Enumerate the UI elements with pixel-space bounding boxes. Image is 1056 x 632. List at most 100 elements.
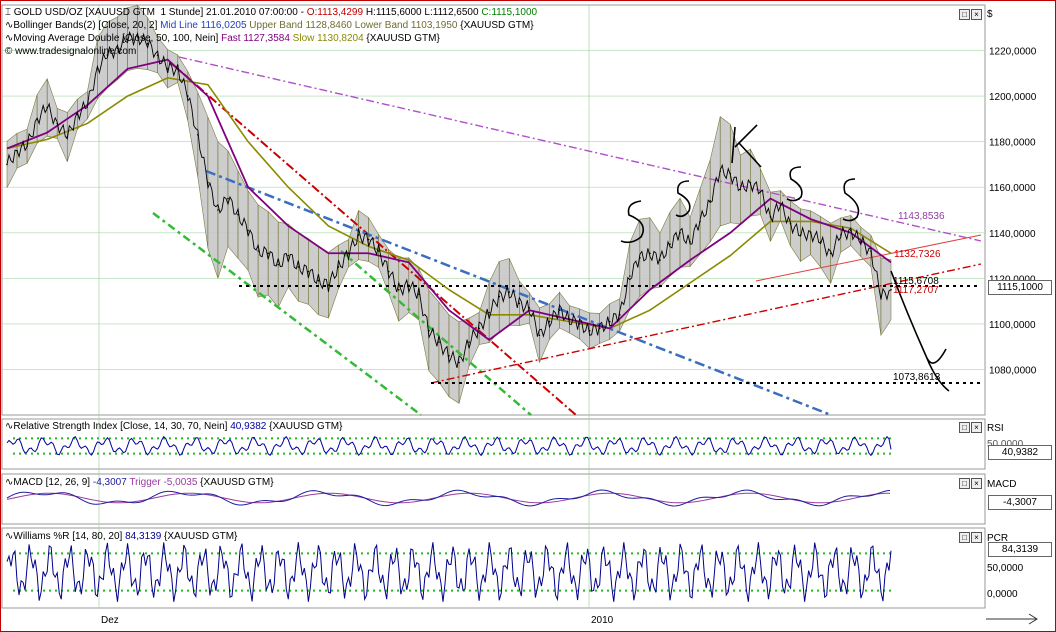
macd-close-button[interactable]: × <box>971 478 982 489</box>
price-point <box>448 354 450 357</box>
fast-ma-line <box>6 58 892 341</box>
price-point <box>357 234 360 236</box>
price-point <box>759 190 762 193</box>
label-1115: 1115,6708 <box>893 276 939 287</box>
price-legend-icon: ⌶ <box>5 7 14 18</box>
price-point <box>809 231 812 234</box>
wr-suffix: {XAUUSD GTM} <box>161 531 238 542</box>
rsi-legend: ∿Relative Strength Index [Close, 14, 30,… <box>5 421 342 433</box>
trend-lines <box>152 56 982 417</box>
rsi-tick: 50,0000 <box>987 439 1023 450</box>
bb-mid: Mid Line 1116,0205 <box>160 20 247 31</box>
y-tick-label-1180: 1180,0000 <box>989 138 1036 149</box>
scroll-right-icon[interactable] <box>1028 613 1038 625</box>
price-point <box>669 243 671 245</box>
price-point <box>498 295 501 298</box>
price-line <box>6 30 892 368</box>
price-point <box>709 200 711 202</box>
macd-restore-button[interactable]: □ <box>959 478 970 489</box>
price-point <box>558 309 561 312</box>
wr-restore-button[interactable]: □ <box>959 532 970 543</box>
price-point <box>528 307 531 309</box>
y-tick-label-1200: 1200,0000 <box>989 92 1037 103</box>
wave-icon: ∿ <box>5 20 14 31</box>
red-neckline <box>755 234 982 282</box>
bb-lower: Lower Band 1103,1950 <box>354 20 458 31</box>
price-point <box>789 222 792 225</box>
label-1117: 1117,2707 <box>893 285 939 296</box>
price-point <box>428 329 430 332</box>
williams-series <box>6 542 892 602</box>
price-point <box>729 172 732 175</box>
currency-label: $ <box>987 9 993 20</box>
price-point <box>397 288 400 291</box>
date-grid-lines <box>98 5 590 608</box>
legend-symbol: GOLD USD/OZ [XAUUSD GTM 1 Stunde] 21.01.… <box>13 7 307 18</box>
price-point <box>377 250 380 252</box>
macd-trigger-line <box>6 492 891 504</box>
price-point <box>478 327 480 330</box>
price-point <box>126 38 129 40</box>
restore-button[interactable]: □ <box>959 9 970 20</box>
price-point <box>207 181 209 184</box>
price-point <box>237 213 239 216</box>
price-point <box>408 284 410 286</box>
ma-suffix: {XAUUSD GTM} <box>363 33 440 44</box>
price-point <box>257 250 259 252</box>
macd-name: MACD [12, 26, 9] <box>13 477 93 488</box>
red-downtrend-line <box>170 62 577 416</box>
date-label-dez: Dez <box>101 615 119 626</box>
close-button[interactable]: × <box>971 9 982 20</box>
price-point <box>689 241 691 243</box>
price-point <box>749 181 752 184</box>
rsi-legend-value: 40,9382 <box>230 421 267 432</box>
wr-close-button[interactable]: × <box>971 532 982 543</box>
price-point <box>96 67 99 70</box>
rsi-suffix: {XAUUSD GTM} <box>266 421 343 432</box>
price-point <box>76 113 79 116</box>
macd-legend: ∿MACD [12, 26, 9] -4,3007 Trigger -5,003… <box>5 477 274 489</box>
label-1132: 1132,7326 <box>894 249 941 260</box>
price-point <box>387 270 390 273</box>
y-tick-label-1080: 1080,0000 <box>989 365 1037 376</box>
price-series <box>6 30 892 368</box>
handwritten-down-arrow <box>890 270 950 392</box>
price-point <box>699 220 701 223</box>
slow-ma-line <box>6 77 892 330</box>
price-point <box>458 361 460 364</box>
price-point <box>217 209 219 211</box>
price-point <box>66 136 69 138</box>
rsi-value-tag: 40,9382 <box>988 445 1052 460</box>
y-tick-label-1140: 1140,0000 <box>989 229 1036 240</box>
macd-line <box>6 489 891 507</box>
handwritten-k <box>731 124 762 168</box>
price-point <box>870 250 872 252</box>
price-point <box>588 329 591 332</box>
price-point <box>267 252 269 255</box>
price-point <box>568 318 571 321</box>
price-point <box>548 320 551 323</box>
y-axis-labels: 1080,0000 1100,0000 1120,0000 1140,0000 1160… <box>989 47 1037 377</box>
price-point <box>880 295 882 298</box>
macd-trigger: Trigger -5,0035 <box>126 477 198 488</box>
label-1143: 1143,8536 <box>898 211 945 222</box>
macd-suffix: {XAUUSD GTM} <box>197 477 274 488</box>
rsi-close-button[interactable]: × <box>971 422 982 433</box>
price-point <box>136 36 139 38</box>
rsi-restore-button[interactable]: □ <box>959 422 970 433</box>
price-point <box>659 259 661 261</box>
macd-legend-value: -4,3007 <box>92 477 127 488</box>
y-tick-label-1100: 1100,0000 <box>989 320 1036 331</box>
price-point <box>860 241 862 243</box>
price-point <box>307 270 310 273</box>
williams-panel <box>1 527 986 609</box>
wave-icon: ∿ <box>5 421 14 432</box>
price-point <box>679 231 681 234</box>
handwritten-s-3 <box>786 166 803 202</box>
bollinger-segment <box>428 289 440 383</box>
green-channel-line-upper <box>340 250 532 416</box>
price-point <box>839 234 842 236</box>
ma-fast: Fast 1127,3584 <box>221 33 290 44</box>
price-point <box>850 229 852 232</box>
